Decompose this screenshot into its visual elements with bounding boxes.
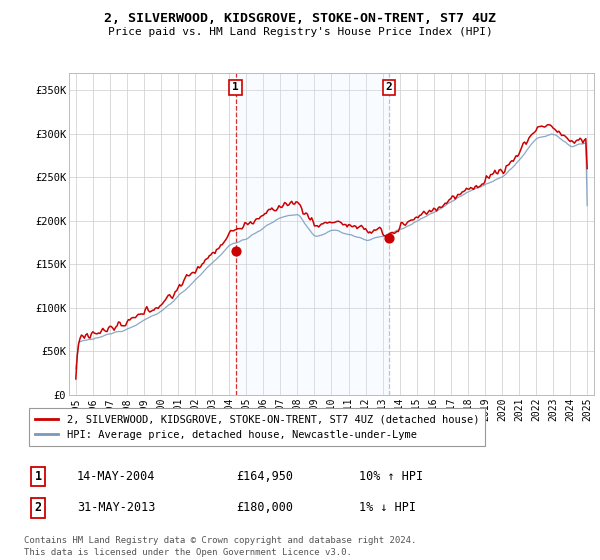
Bar [236,73,389,395]
Text: 1: 1 [34,470,41,483]
Point [384,234,394,242]
Text: 10% ↑ HPI: 10% ↑ HPI [359,470,423,483]
Text: £164,950: £164,950 [236,470,293,483]
Text: 1: 1 [232,82,239,92]
Point [231,247,241,256]
Legend: 2, SILVERWOOD, KIDSGROVE, STOKE-ON-TRENT, ST7 4UZ (detached house), HPI: Average: 2, SILVERWOOD, KIDSGROVE, STOKE-ON-TRENT… [29,408,485,446]
Text: £180,000: £180,000 [236,501,293,514]
Text: 2: 2 [34,501,41,514]
Text: Price paid vs. HM Land Registry's House Price Index (HPI): Price paid vs. HM Land Registry's House … [107,27,493,37]
Text: 2: 2 [386,82,392,92]
Text: Contains HM Land Registry data © Crown copyright and database right 2024.
This d: Contains HM Land Registry data © Crown c… [24,536,416,557]
Text: 31-MAY-2013: 31-MAY-2013 [77,501,155,514]
Text: 14-MAY-2004: 14-MAY-2004 [77,470,155,483]
Text: 1% ↓ HPI: 1% ↓ HPI [359,501,416,514]
Text: 2, SILVERWOOD, KIDSGROVE, STOKE-ON-TRENT, ST7 4UZ: 2, SILVERWOOD, KIDSGROVE, STOKE-ON-TRENT… [104,12,496,25]
